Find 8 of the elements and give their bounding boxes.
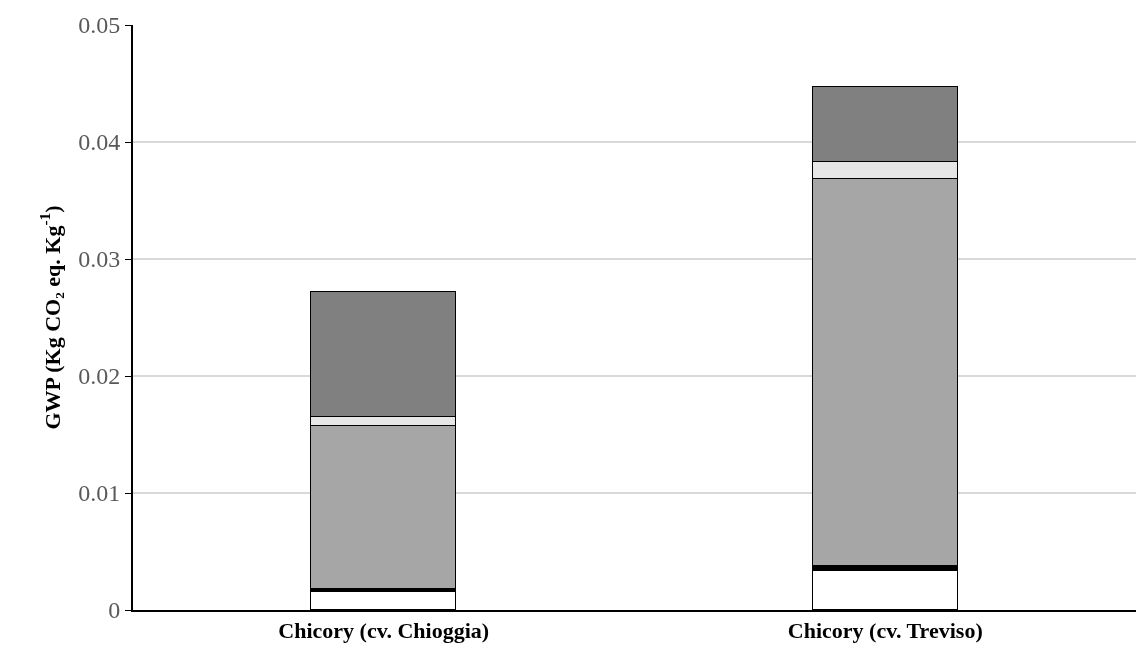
y-tick-label: 0.01 (78, 480, 121, 507)
y-tick-label: 0.05 (78, 12, 121, 39)
y-tick-label: 0 (108, 597, 121, 624)
x-tick-label: Chicory (cv. Chioggia) (278, 618, 490, 644)
x-tick-label: Chicory (cv. Treviso) (787, 618, 983, 644)
y-tick-label: 0.04 (78, 129, 121, 156)
y-tick-label: 0.02 (78, 363, 121, 390)
y-tick-label: 0.03 (78, 246, 121, 273)
